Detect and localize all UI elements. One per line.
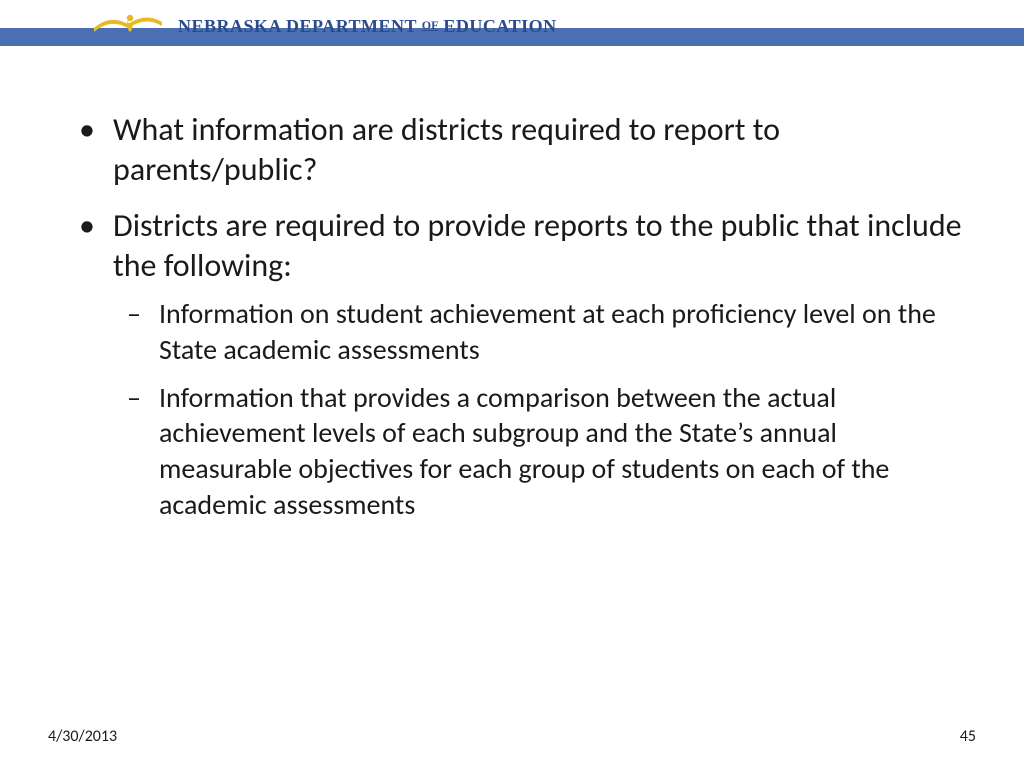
slide-content: What information are districts required … [55,110,969,539]
slide-footer: 4/30/2013 45 [48,727,976,746]
bullet-list: What information are districts required … [55,110,969,523]
bullet-item: Districts are required to provide report… [55,206,969,523]
bullet-text: What information are districts required … [113,110,780,189]
sub-bullet-item: Information that provides a comparison b… [113,380,969,523]
bullet-item: What information are districts required … [55,110,969,190]
dept-name-1: NEBRASKA DEPARTMENT [178,16,417,36]
dept-title: NEBRASKA DEPARTMENT OF EDUCATION [178,16,557,37]
header-logo: NEBRASKA DEPARTMENT OF EDUCATION [92,6,557,46]
sub-bullet-list: Information on student achievement at ea… [113,296,969,523]
sub-bullet-text: Information on student achievement at ea… [159,296,936,367]
book-logo-icon [92,8,164,44]
footer-page-number: 45 [960,727,976,746]
sub-bullet-text: Information that provides a comparison b… [159,380,889,522]
bullet-text: Districts are required to provide report… [113,206,962,285]
sub-bullet-item: Information on student achievement at ea… [113,296,969,368]
footer-date: 4/30/2013 [48,727,117,746]
dept-of: OF [422,18,439,32]
dept-name-2: EDUCATION [443,16,556,36]
